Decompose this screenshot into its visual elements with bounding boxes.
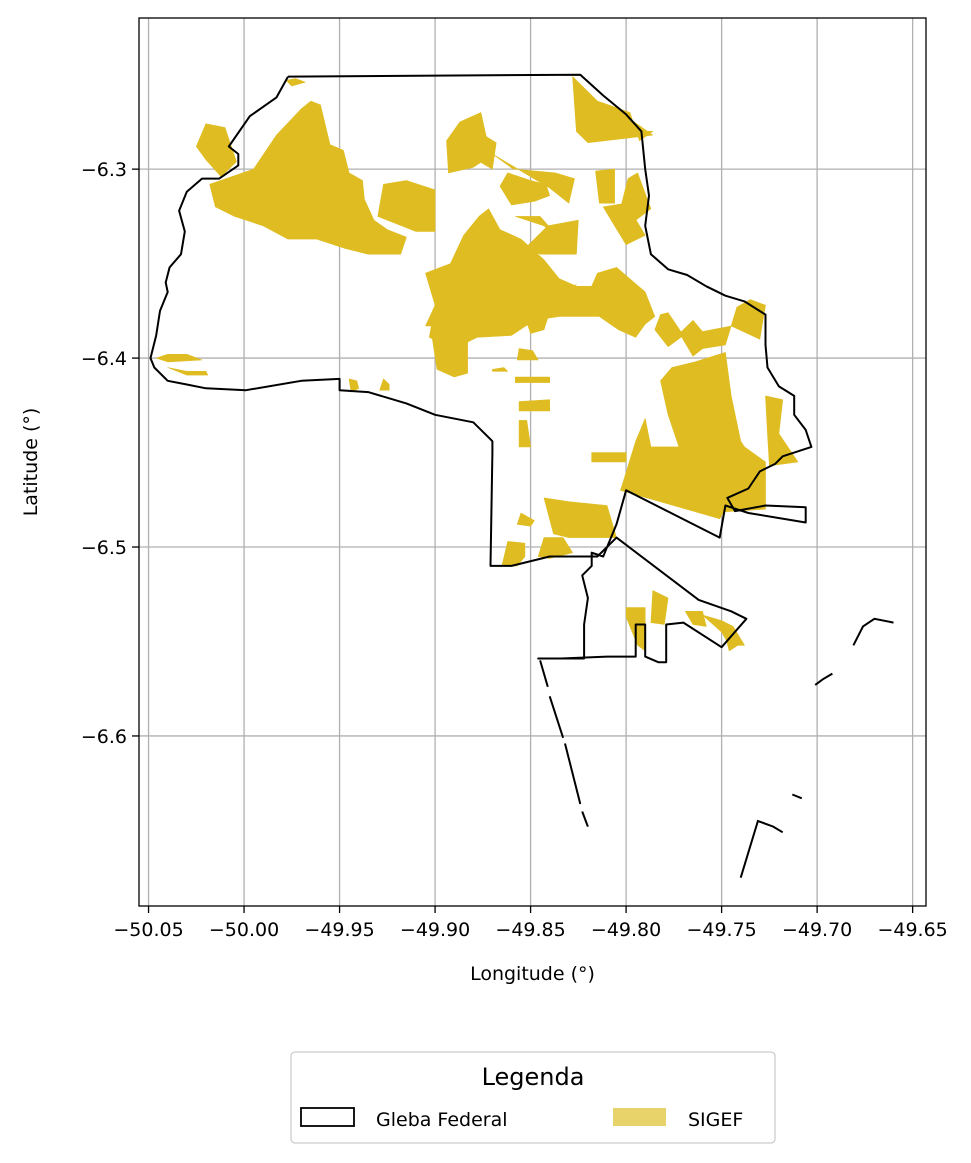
sigef-parcel bbox=[537, 537, 573, 559]
gleba-federal-fragment bbox=[814, 672, 833, 686]
plot-area-frame bbox=[138, 17, 927, 907]
sigef-parcel bbox=[650, 590, 669, 625]
sigef-parcel bbox=[679, 299, 766, 357]
sigef-parcel bbox=[516, 348, 539, 361]
gleba-federal-fragment bbox=[791, 793, 803, 800]
x-tick-label: −49.75 bbox=[686, 919, 756, 941]
sigef-parcel bbox=[543, 497, 617, 538]
gleba-federal-fragment bbox=[548, 695, 565, 739]
legend-title: Legenda bbox=[482, 1063, 585, 1091]
sigef-parcel bbox=[492, 367, 509, 372]
y-tick-label: −6.5 bbox=[81, 537, 127, 559]
y-axis-title: Latitude (°) bbox=[20, 408, 42, 517]
sigef-parcel bbox=[155, 353, 203, 363]
sigef-parcel bbox=[514, 376, 551, 383]
sigef-parcel bbox=[595, 168, 615, 204]
gleba-federal-boundary-layer bbox=[149, 73, 894, 878]
sigef-parcel bbox=[459, 133, 497, 170]
gleba-federal-fragment bbox=[852, 617, 894, 646]
x-tick-label: −49.90 bbox=[400, 919, 470, 941]
sigef-parcels-layer bbox=[155, 76, 799, 652]
sigef-parcel bbox=[516, 512, 535, 527]
sigef-parcel bbox=[518, 420, 531, 448]
sigef-parcel bbox=[430, 331, 468, 378]
x-axis-ticks: −50.05 −50.00 −49.95 −49.90 −49.85 −49.80 −49.… bbox=[113, 906, 948, 941]
sigef-parcel bbox=[379, 378, 390, 391]
x-tick-label: −49.70 bbox=[782, 919, 852, 941]
gleba-federal-fragment bbox=[539, 660, 549, 688]
sigef-parcel bbox=[377, 180, 436, 232]
x-tick-label: −49.65 bbox=[877, 919, 947, 941]
x-axis-title: Longitude (°) bbox=[470, 963, 595, 985]
legend-swatch-gleba-federal bbox=[300, 1107, 355, 1127]
sigef-parcel bbox=[765, 395, 799, 467]
gleba-federal-boundary bbox=[149, 73, 813, 664]
sigef-parcel bbox=[285, 78, 306, 87]
sigef-parcel bbox=[425, 208, 656, 349]
gleba-federal-fragment bbox=[581, 811, 589, 827]
sigef-parcel bbox=[209, 100, 407, 255]
y-tick-label: −6.6 bbox=[81, 726, 127, 748]
grid-lines bbox=[139, 18, 926, 906]
sigef-parcel bbox=[425, 304, 440, 327]
y-tick-label: −6.4 bbox=[81, 348, 127, 370]
sigef-parcel bbox=[167, 367, 209, 376]
x-tick-label: −50.05 bbox=[113, 919, 183, 941]
legend-label-gleba-federal: Gleba Federal bbox=[376, 1109, 508, 1131]
sigef-parcel bbox=[591, 452, 627, 463]
sigef-parcel bbox=[660, 352, 766, 514]
sigef-parcel bbox=[348, 378, 360, 393]
gleba-federal-fragment bbox=[739, 819, 784, 878]
sigef-parcel bbox=[524, 219, 579, 255]
sigef-parcel bbox=[684, 610, 707, 627]
sigef-parcel bbox=[602, 202, 646, 245]
sigef-parcel bbox=[635, 461, 646, 472]
gleba-federal-fragment bbox=[564, 743, 582, 805]
sigef-parcel bbox=[499, 172, 551, 206]
y-axis-ticks: −6.3 −6.4 −6.5 −6.6 bbox=[81, 159, 139, 748]
x-tick-label: −49.80 bbox=[591, 919, 661, 941]
x-tick-label: −50.00 bbox=[209, 919, 279, 941]
sigef-parcel bbox=[501, 541, 526, 567]
x-tick-label: −49.85 bbox=[495, 919, 565, 941]
y-tick-label: −6.3 bbox=[81, 159, 127, 181]
sigef-parcel bbox=[654, 312, 684, 348]
legend: Legenda Gleba Federal SIGEF bbox=[290, 1051, 776, 1144]
x-tick-label: −49.95 bbox=[304, 919, 374, 941]
legend-swatch-sigef bbox=[613, 1108, 666, 1126]
sigef-parcel bbox=[518, 399, 551, 412]
sigef-parcel bbox=[572, 76, 654, 143]
sigef-parcel bbox=[492, 153, 575, 204]
legend-label-sigef: SIGEF bbox=[688, 1109, 743, 1131]
sigef-parcel bbox=[524, 284, 577, 334]
